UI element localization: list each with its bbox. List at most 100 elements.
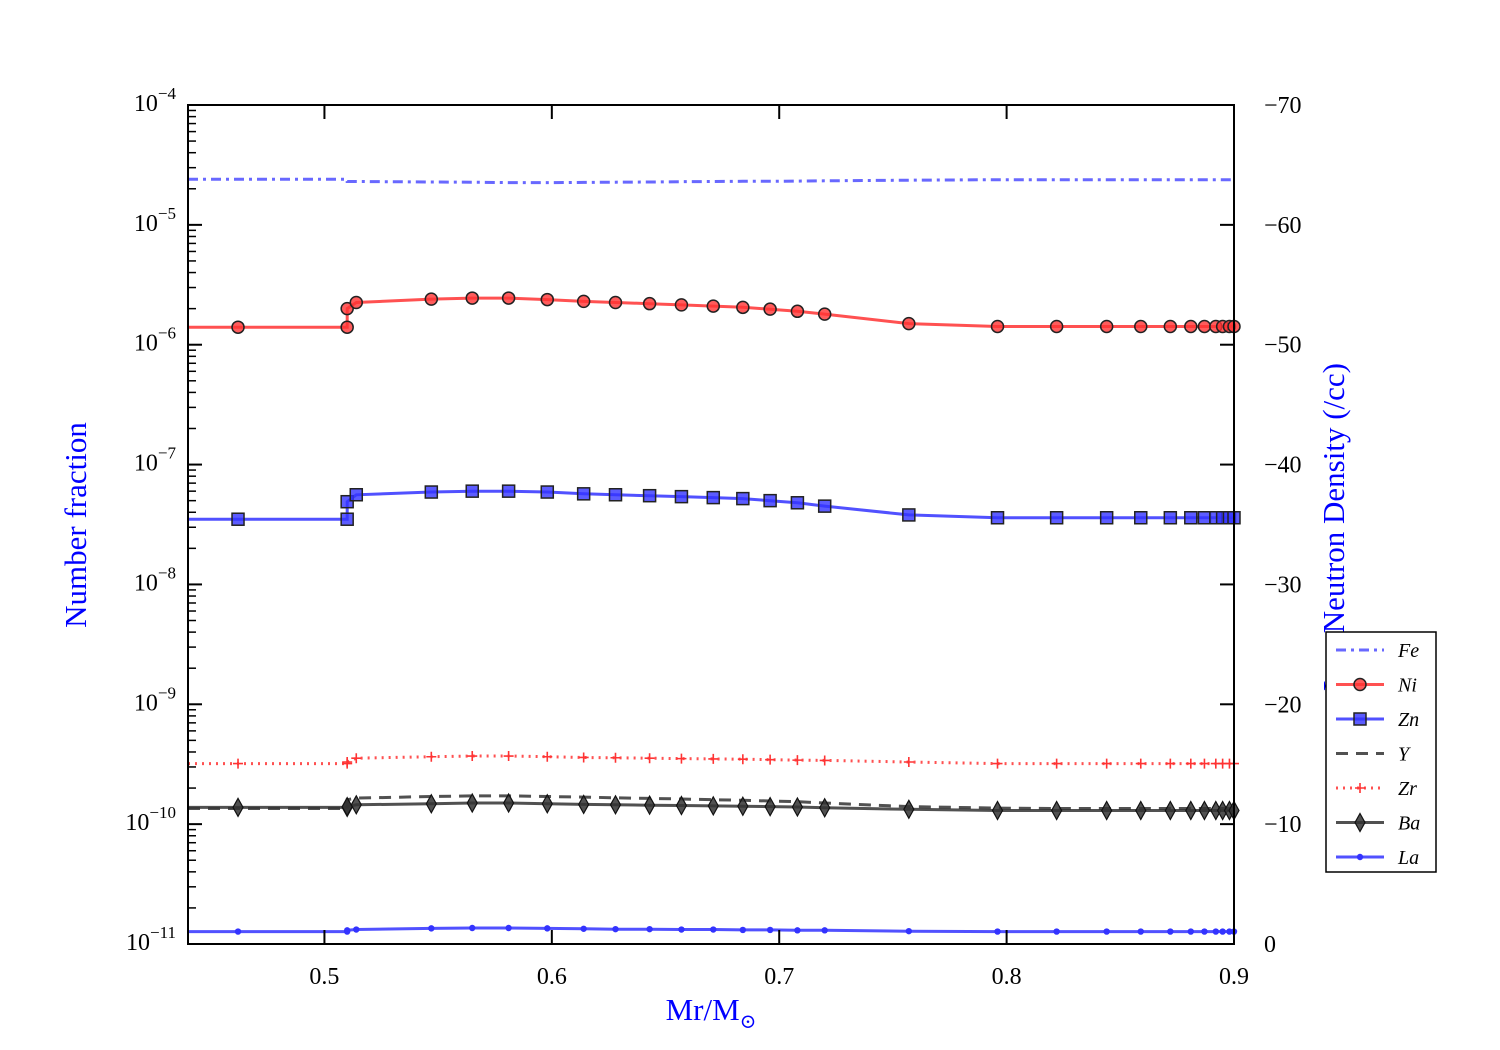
data-point-Zr: [1185, 758, 1196, 769]
data-point-Ba: [1185, 800, 1197, 821]
data-point-Ni: [465, 291, 479, 305]
data-point-Zr: [342, 756, 353, 767]
data-point-Ba: [502, 792, 515, 814]
legend-label-Zn: Zn: [1398, 709, 1419, 731]
data-point-Ba: [1164, 800, 1177, 821]
x-tick-label: 0.8: [992, 964, 1022, 990]
data-point-La: [1167, 928, 1174, 935]
data-point-Ni: [608, 295, 623, 310]
data-point-La: [580, 925, 587, 932]
data-point-Zn: [1099, 511, 1114, 525]
y-tick-exponent: −5: [158, 204, 176, 223]
data-point-Zr: [426, 751, 437, 762]
y-tick-exponent: −8: [158, 563, 176, 582]
y-tick-base: 10: [134, 91, 158, 117]
x-tick-label: 0.7: [764, 964, 794, 990]
x-tick-label: 0.9: [1219, 964, 1249, 990]
legend-marker-La: [1356, 853, 1364, 861]
y-tick-label: 10−7: [134, 444, 177, 477]
series-layer: [188, 177, 1241, 935]
data-point-Ni: [424, 292, 439, 306]
data-point-Zn: [1184, 511, 1198, 525]
data-point-Zn: [902, 508, 916, 522]
data-point-Ni: [1049, 319, 1064, 334]
data-point-Ba: [1198, 800, 1211, 821]
legend-label-Fe: Fe: [1397, 640, 1419, 662]
data-point-Zn: [763, 493, 777, 508]
y-tick-label: 10−11: [126, 923, 176, 956]
data-point-Zn: [736, 491, 750, 506]
data-point-Zn: [465, 484, 479, 498]
data-point-Ni: [1134, 319, 1148, 334]
y2-tick-label: −30: [1264, 572, 1302, 598]
data-point-Zn: [1049, 511, 1064, 525]
y-tick-exponent: −10: [149, 803, 176, 822]
data-point-Zn: [790, 496, 805, 510]
legend: Fe Ni Zn Y Zr Ba La: [1325, 631, 1437, 873]
data-point-La: [905, 927, 913, 935]
data-point-Zr: [819, 755, 830, 766]
data-point-Zn: [706, 490, 721, 505]
data-point-La: [353, 926, 360, 933]
data-point-Zn: [231, 512, 245, 526]
data-point-La: [1053, 928, 1060, 935]
data-point-Zr: [610, 752, 621, 763]
data-point-Zn: [540, 485, 555, 499]
data-point-Ni: [1099, 319, 1114, 334]
data-point-Ba: [791, 796, 804, 818]
y-tick-base: 10: [134, 690, 158, 716]
data-point-Ni: [817, 307, 832, 321]
data-point-Zr: [737, 754, 748, 765]
sun-symbol: ⊙: [740, 1011, 757, 1033]
x-tick-label: 0.5: [309, 964, 339, 990]
x-tick-label: 0.6: [537, 964, 567, 990]
data-point-Zr: [1165, 758, 1176, 769]
plot-frame: [187, 104, 1235, 945]
data-point-Ni: [1163, 319, 1178, 334]
data-point-Ni: [1184, 319, 1198, 334]
y-axis-title: Number fraction: [58, 422, 93, 628]
legend-label-Zr: Zr: [1398, 778, 1417, 800]
x-axis: 0.5 0.6 0.7 0.8 0.9: [309, 105, 1249, 990]
x-axis-title-text: Mr/M: [666, 992, 740, 1027]
data-point-Zr: [467, 751, 478, 762]
series-Zr: [188, 751, 1239, 769]
data-point-Zn: [576, 487, 591, 501]
data-point-Ni: [540, 292, 555, 307]
data-point-Ni: [576, 294, 591, 309]
data-point-Zn: [1134, 511, 1148, 525]
y-tick-label: 10−8: [134, 563, 176, 596]
y-tick-base: 10: [126, 930, 150, 956]
data-point-Ba: [675, 795, 688, 816]
legend-marker-Zr: [1355, 783, 1365, 793]
data-point-Zr: [903, 756, 914, 767]
data-point-Zr: [644, 753, 655, 764]
data-point-Ni: [231, 320, 245, 334]
data-point-Zr: [708, 753, 719, 764]
data-point-La: [794, 927, 801, 934]
y-tick-label: 10−9: [134, 683, 176, 716]
data-point-Zn: [817, 499, 832, 513]
data-point-Zr: [351, 753, 362, 764]
data-point-Ni: [706, 299, 721, 313]
data-point-Zn: [608, 488, 623, 502]
data-point-Ba: [643, 794, 656, 816]
data-point-Ba: [425, 793, 437, 814]
data-point-Zn: [1163, 511, 1178, 525]
y-tick-label: 10−10: [125, 803, 176, 836]
data-point-La: [1201, 928, 1208, 935]
series-line-Fe: [188, 177, 1234, 185]
data-point-La: [1219, 928, 1226, 935]
data-point-Ba: [991, 800, 1004, 821]
data-point-Ba: [737, 796, 749, 817]
series-Zn: [188, 484, 1241, 526]
data-point-Ba: [466, 792, 478, 814]
data-point-Zn: [674, 489, 689, 504]
data-point-Ni: [1197, 319, 1212, 334]
y-tick-label: 10−4: [134, 84, 177, 117]
data-point-La: [505, 924, 512, 932]
legend-label-La: La: [1397, 847, 1419, 869]
data-point-Zr: [503, 751, 514, 762]
data-point-Zn: [990, 511, 1005, 525]
